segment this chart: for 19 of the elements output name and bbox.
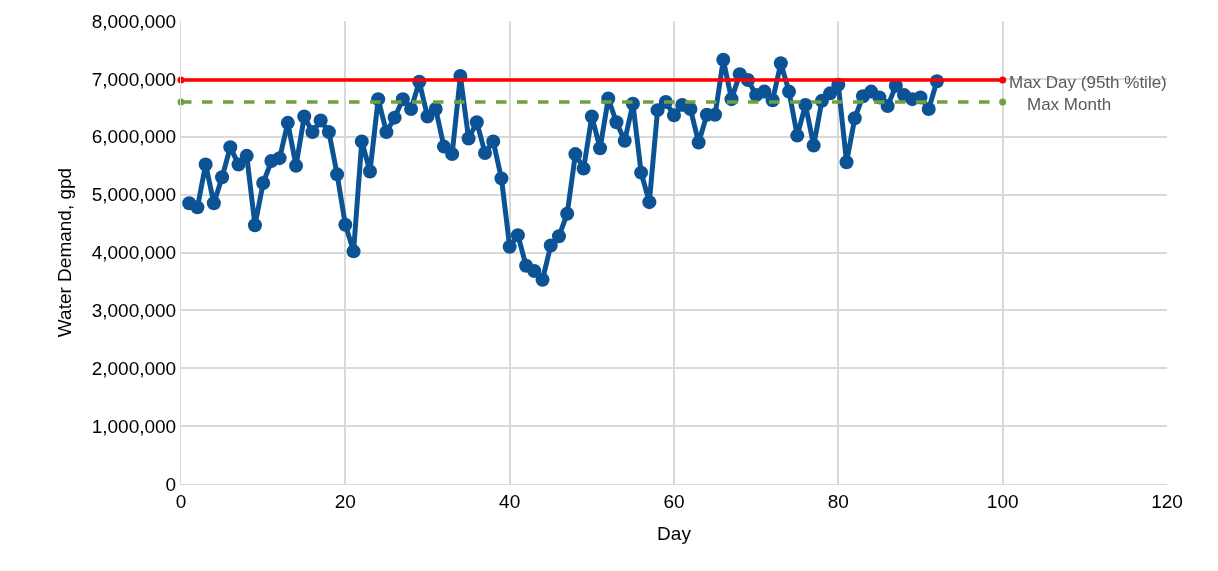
y-tick-label: 2,000,000 [91, 357, 177, 379]
y-tick-label: 5,000,000 [91, 184, 177, 206]
x-tick-label: 120 [1151, 490, 1183, 512]
series-label: Max Day (95th %tile) [1009, 73, 1167, 92]
y-tick-label: 1,000,000 [91, 415, 177, 437]
y-tick-label: 6,000,000 [91, 126, 177, 148]
x-tick-label: 60 [663, 490, 685, 512]
x-axis-title: Day [657, 522, 692, 544]
y-tick-label: 3,000,000 [91, 300, 177, 322]
x-tick-label: 20 [334, 490, 356, 512]
x-tick-label: 40 [499, 490, 521, 512]
y-tick-label: 8,000,000 [91, 10, 177, 32]
y-tick-label: 0 [165, 473, 177, 495]
y-axis-title: Water Demand, gpd [53, 167, 75, 338]
y-tick-label: 4,000,000 [91, 242, 177, 264]
y-tick-label: 7,000,000 [91, 68, 177, 90]
x-tick-label: 80 [827, 490, 849, 512]
x-tick-label: 100 [986, 490, 1019, 512]
series-label: Max Month [1027, 95, 1112, 114]
